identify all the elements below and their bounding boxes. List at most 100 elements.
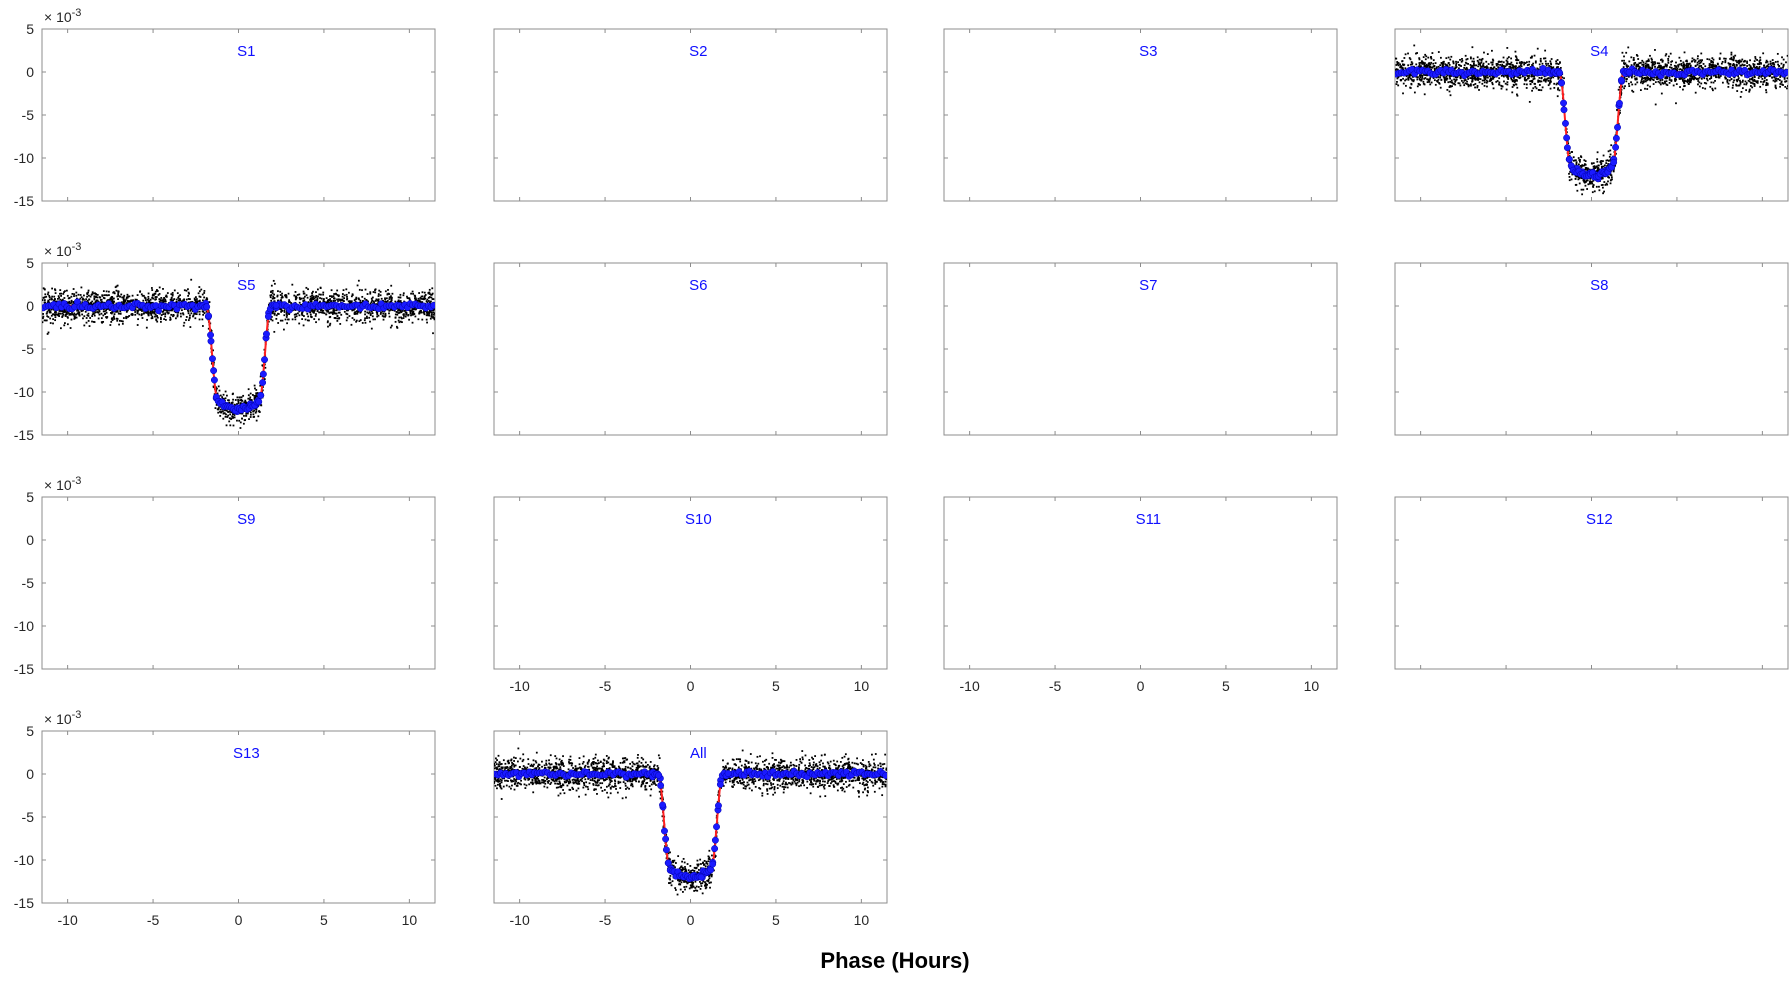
data-point: [1512, 65, 1515, 68]
data-point: [1483, 76, 1486, 79]
data-point: [111, 300, 114, 303]
data-point: [64, 322, 66, 325]
data-point: [250, 399, 253, 401]
data-point: [345, 309, 348, 312]
data-point: [352, 309, 355, 311]
data-point: [359, 319, 362, 321]
data-point: [1708, 64, 1711, 67]
data-point: [1407, 78, 1410, 81]
data-point: [385, 297, 388, 300]
data-point: [239, 427, 242, 429]
data-point: [315, 299, 318, 302]
data-point: [330, 295, 333, 298]
data-point: [335, 309, 338, 312]
data-point: [1505, 59, 1508, 62]
data-point: [1596, 151, 1599, 154]
data-point: [1674, 80, 1677, 82]
data-point: [1531, 79, 1534, 82]
data-point: [1658, 81, 1661, 84]
data-point: [322, 300, 325, 302]
data-point: [237, 399, 240, 401]
data-point: [164, 295, 167, 298]
data-point: [1711, 60, 1714, 63]
data-point: [1465, 58, 1468, 61]
data-point: [87, 289, 90, 292]
data-point: [118, 319, 121, 322]
data-point: [353, 311, 356, 314]
data-point: [42, 317, 44, 320]
data-point: [1399, 66, 1402, 69]
data-point: [1571, 173, 1574, 176]
data-point: [1659, 66, 1662, 69]
data-point: [182, 324, 185, 327]
data-point: [154, 296, 157, 298]
data-point: [313, 297, 316, 300]
data-point: [1460, 65, 1462, 67]
data-point: [192, 314, 195, 317]
data-point: [1495, 63, 1498, 65]
data-point: [252, 410, 255, 413]
data-point: [1635, 65, 1638, 68]
data-point: [255, 389, 258, 391]
data-point: [112, 300, 115, 303]
data-point: [221, 410, 223, 413]
data-point: [395, 325, 398, 328]
data-point: [1667, 58, 1670, 60]
data-point: [1503, 80, 1505, 83]
data-point: [1422, 61, 1425, 64]
data-point: [1591, 180, 1593, 183]
data-point: [165, 294, 168, 297]
data-point: [377, 295, 380, 297]
data-point: [1679, 68, 1682, 71]
data-point: [346, 295, 348, 298]
data-point: [1572, 156, 1575, 159]
data-point: [1458, 82, 1461, 85]
data-point: [1430, 57, 1433, 60]
data-point: [430, 296, 433, 299]
data-point: [1429, 77, 1431, 80]
data-point: [1550, 80, 1552, 83]
data-point: [323, 312, 326, 315]
data-point: [1656, 62, 1659, 65]
data-point: [71, 292, 74, 295]
data-point: [1441, 65, 1444, 68]
data-point: [1433, 65, 1436, 67]
data-point: [361, 295, 364, 298]
y-tick-label: -10: [14, 384, 34, 400]
data-point: [60, 292, 63, 295]
data-point: [227, 411, 230, 413]
data-point: [1413, 91, 1416, 94]
data-point: [117, 312, 120, 315]
data-point: [418, 312, 421, 315]
data-point: [172, 314, 175, 316]
data-point: [341, 298, 344, 301]
data-point: [42, 299, 44, 301]
data-point: [1647, 58, 1650, 61]
data-point: [103, 294, 106, 297]
data-point: [1507, 78, 1510, 80]
data-point: [361, 322, 364, 324]
data-point: [1607, 176, 1610, 178]
data-point: [1751, 86, 1754, 89]
data-point: [1665, 80, 1668, 83]
data-point: [1426, 65, 1429, 68]
data-point: [258, 411, 261, 413]
data-point: [1411, 79, 1414, 82]
data-point: [1602, 154, 1605, 157]
data-point: [76, 309, 78, 312]
data-point: [49, 311, 52, 314]
data-point: [148, 301, 150, 304]
data-point: [1518, 77, 1521, 80]
data-point: [1466, 68, 1469, 71]
data-point: [1664, 63, 1667, 66]
data-point: [1712, 81, 1715, 84]
data-point: [1660, 59, 1662, 61]
data-point: [1467, 85, 1470, 88]
data-point: [1690, 75, 1692, 78]
axes-box: [943, 28, 1338, 202]
data-point: [1555, 83, 1558, 86]
data-point: [1674, 78, 1676, 81]
data-point: [1411, 63, 1413, 66]
data-point: [1487, 76, 1489, 79]
data-point: [1630, 81, 1632, 84]
